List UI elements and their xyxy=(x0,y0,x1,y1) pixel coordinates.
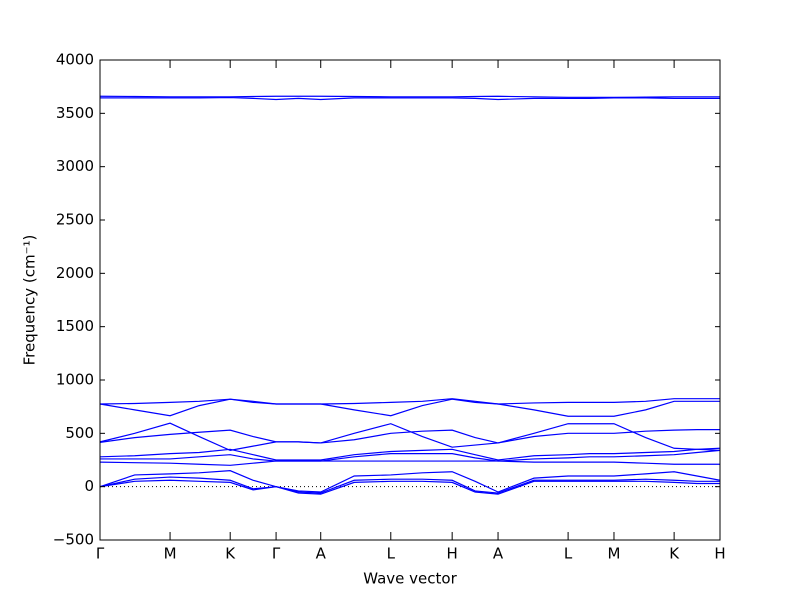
y-tick-label: 500 xyxy=(65,424,94,442)
x-tick-label: K xyxy=(669,545,680,563)
band-line xyxy=(99,95,720,98)
band-line xyxy=(99,476,720,494)
x-tick-label: H xyxy=(714,545,725,563)
band-line xyxy=(99,398,720,417)
x-tick-label: A xyxy=(316,545,327,563)
y-tick-label: 3000 xyxy=(56,157,94,175)
y-tick-label: 0 xyxy=(84,477,94,495)
x-tick-label: L xyxy=(564,545,573,563)
x-tick-label: H xyxy=(447,545,458,563)
y-tick-label: 4000 xyxy=(56,51,94,69)
band-line xyxy=(100,96,720,101)
plot-frame xyxy=(99,59,721,541)
band-line xyxy=(99,479,720,495)
y-tick-label: 1500 xyxy=(56,317,94,335)
band-line xyxy=(99,460,720,466)
band-line xyxy=(99,447,721,461)
y-tick-label: 2000 xyxy=(56,264,94,282)
x-tick-label: M xyxy=(164,545,177,563)
x-tick-label: L xyxy=(387,545,396,563)
band-line xyxy=(99,398,720,405)
x-tick-label: M xyxy=(608,545,621,563)
band-line xyxy=(99,422,721,452)
x-tick-label: Γ xyxy=(96,545,105,563)
x-tick-label: K xyxy=(225,545,236,563)
y-tick-label: 2500 xyxy=(56,211,94,229)
x-tick-label: Γ xyxy=(272,545,281,563)
y-tick-label: 1000 xyxy=(56,371,94,389)
band-line xyxy=(100,449,721,462)
y-tick-label: −500 xyxy=(53,531,94,549)
y-axis-label: Frequency (cm⁻¹) xyxy=(21,235,39,366)
band-line xyxy=(99,470,721,493)
y-tick-label: 3500 xyxy=(56,104,94,122)
x-axis-label: Wave vector xyxy=(363,570,457,588)
band-line xyxy=(99,429,720,444)
x-tick-label: A xyxy=(493,545,504,563)
